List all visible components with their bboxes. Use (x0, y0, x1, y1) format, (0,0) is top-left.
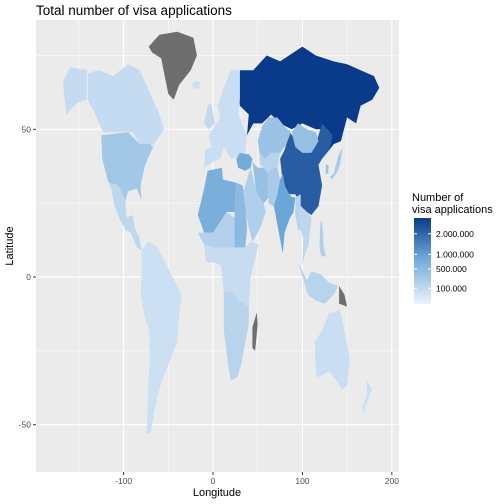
country-turkey (236, 152, 253, 171)
y-tick-label: 0 (26, 272, 31, 282)
legend-labels: 2.000.000 1.000.000 500.000 100.000 (414, 229, 474, 293)
country-south-america (140, 241, 182, 434)
country-north-africa (197, 167, 243, 233)
plot-title: Total number of visa applications (36, 3, 232, 18)
country-southern-africa (223, 291, 249, 381)
country-egypt-and-sudan (234, 182, 247, 248)
x-tick-label: -100 (115, 476, 132, 486)
country-russia (238, 46, 380, 150)
country-middle-east (243, 167, 266, 242)
country-europe (204, 70, 247, 168)
country-united-states (101, 132, 154, 201)
country-ireland-and-uk (204, 102, 215, 130)
country-central-africa (204, 241, 259, 307)
country-new-zealand (362, 380, 373, 413)
country-southeast-asia (300, 206, 312, 266)
country-mexico-and-central-america (108, 182, 142, 251)
legend-colorbar (414, 218, 431, 304)
country-sahel (197, 212, 235, 248)
x-axis-title: Longitude (193, 487, 241, 499)
country-china (280, 123, 333, 215)
country-myanmar (295, 194, 301, 230)
country-india (273, 173, 296, 254)
country-mongolia (291, 123, 319, 153)
country-iceland (191, 80, 201, 90)
legend-title-line1: Number of (412, 192, 464, 204)
country-madagascar (252, 312, 258, 351)
legend-label: 2.000.000 (436, 229, 474, 239)
country-philippines (319, 220, 326, 257)
country-papua-new-guinea (339, 285, 348, 307)
country-canada (87, 64, 164, 147)
country-kazakhstan (257, 117, 291, 159)
country-alaska (62, 67, 87, 115)
y-tick-label: -50 (19, 420, 32, 430)
country-iran (252, 161, 269, 204)
legend-title-line2: visa applications (412, 204, 493, 216)
legend: Number of visa applications 2.000.000 1.0… (412, 192, 493, 304)
country-australia (315, 309, 350, 390)
y-axis-ticks: 50 0 -50 (19, 124, 36, 430)
x-tick-label: 100 (295, 476, 309, 486)
x-tick-label: 0 (211, 476, 216, 486)
country-central-asia (259, 152, 281, 174)
x-tick-label: 200 (385, 476, 399, 486)
legend-label: 500.000 (436, 264, 467, 274)
country-greenland (148, 31, 197, 100)
country-korea-and-japan (325, 164, 329, 174)
legend-label: 100.000 (436, 283, 467, 293)
y-tick-label: 50 (22, 124, 32, 134)
country-regions (62, 31, 380, 434)
legend-label: 1.000.000 (436, 249, 474, 259)
x-axis-ticks: -100 0 100 200 (115, 472, 399, 486)
country-japan (330, 147, 343, 180)
y-axis-title: Latitude (4, 226, 16, 265)
country-indonesia (298, 262, 339, 304)
country-afghanistan-and-pakistan (267, 167, 281, 207)
